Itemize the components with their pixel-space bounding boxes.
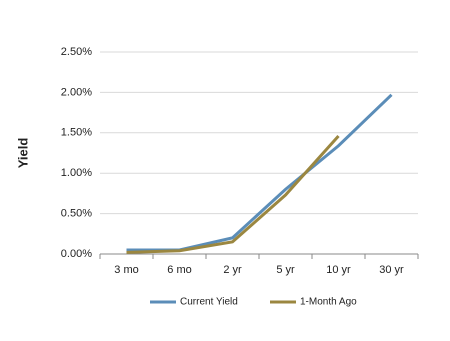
legend-label: 1-Month Ago	[300, 297, 357, 308]
y-tick-label: 2.00%	[61, 86, 92, 98]
y-tick-label: 2.50%	[61, 46, 92, 58]
x-tick-label: 30 yr	[379, 264, 404, 276]
y-tick-label: 0.00%	[61, 248, 92, 260]
x-tick-label: 3 mo	[114, 264, 138, 276]
legend-label: Current Yield	[180, 297, 238, 308]
series-line	[126, 135, 340, 254]
y-axis-label: Yield	[15, 138, 30, 169]
x-tick-label: 2 yr	[223, 264, 242, 276]
series-line	[126, 93, 393, 252]
x-tick-label: 6 mo	[167, 264, 191, 276]
y-tick-label: 1.50%	[61, 127, 92, 139]
y-tick-label: 0.50%	[61, 208, 92, 220]
x-tick-label: 5 yr	[276, 264, 295, 276]
x-tick-label: 10 yr	[326, 264, 351, 276]
y-tick-label: 1.00%	[61, 167, 92, 179]
